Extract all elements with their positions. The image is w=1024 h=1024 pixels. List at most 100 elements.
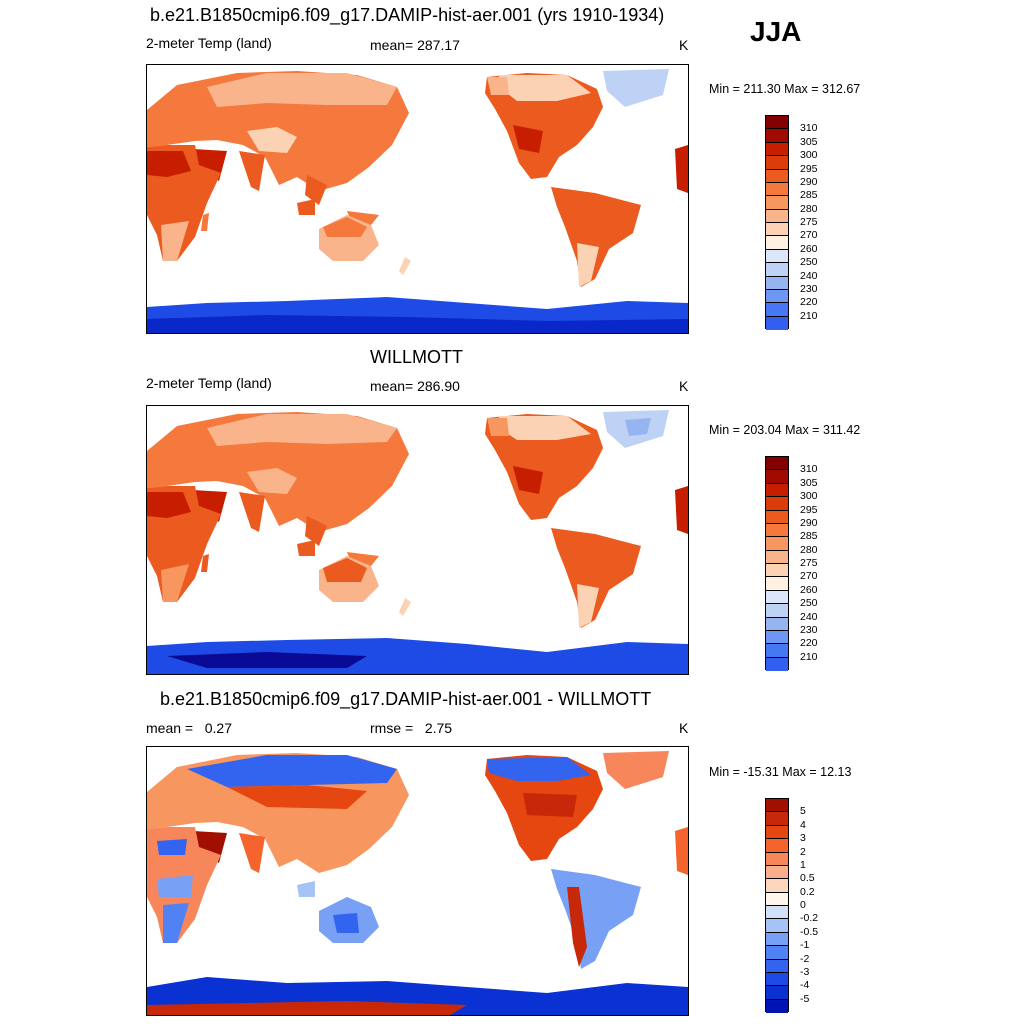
colorbar-segment	[766, 604, 788, 618]
colorbar-segment	[766, 263, 788, 277]
colorbar-tick-label: -0.5	[800, 925, 819, 938]
colorbar-segment	[766, 169, 788, 183]
colorbar-segment	[766, 156, 788, 170]
p2-southamerica	[551, 528, 641, 628]
p2-antarctica-interior	[167, 652, 367, 668]
colorbar-tick-label: 310	[800, 463, 818, 476]
colorbar-tick-label: 270	[800, 229, 818, 242]
p2-tibet	[247, 468, 297, 494]
p2-newzealand	[399, 598, 411, 616]
p2-sahara	[147, 492, 191, 518]
panel1-mean-label: mean= 287.17	[370, 37, 460, 53]
colorbar-tick-label: 285	[800, 530, 818, 543]
colorbar-segment	[766, 959, 788, 973]
colorbar-tick-label: -0.2	[800, 912, 819, 925]
colorbar-tick-label: 295	[800, 162, 818, 175]
colorbar-tick-label: -2	[800, 952, 810, 965]
colorbar-tick-label: -4	[800, 979, 810, 992]
colorbar-tick-label: 210	[800, 650, 818, 663]
colorbar-segment	[766, 470, 788, 484]
p2-northamerica	[485, 414, 603, 520]
season-label: JJA	[750, 16, 802, 47]
p1-newzealand	[399, 257, 411, 275]
colorbar-segment	[766, 289, 788, 304]
panel3-rmse-label: rmse = 2.75	[370, 720, 453, 736]
colorbar-tick-label: 310	[800, 122, 818, 135]
p3-antarctica-red	[147, 1001, 467, 1015]
colorbar-segment	[766, 799, 788, 813]
p2-us-southwest	[513, 466, 543, 494]
colorbar-segment	[766, 617, 788, 631]
panel3-units-label: K	[679, 720, 689, 736]
colorbar-tick-label: 290	[800, 516, 818, 529]
colorbar-segment	[766, 223, 788, 237]
colorbar-tick-label: 280	[800, 543, 818, 556]
panel1-minmax: Min = 211.30 Max = 312.67	[709, 82, 861, 96]
colorbar-segment	[766, 906, 788, 920]
colorbar-tick-label: 270	[800, 570, 818, 583]
colorbar-segment	[766, 129, 788, 143]
colorbar-tick-label: 295	[800, 503, 818, 516]
colorbar-tick-label: 5	[800, 805, 806, 818]
colorbar-tick-label: 275	[800, 216, 818, 228]
colorbar-segment	[766, 537, 788, 551]
p1-antarctica-interior	[147, 315, 688, 333]
p2-west-africa-east	[675, 486, 688, 534]
colorbar-tick-label: 3	[800, 832, 806, 845]
p1-india	[239, 151, 265, 191]
p3-canada-arctic	[487, 757, 591, 781]
colorbar-tick-label: 220	[800, 296, 818, 309]
panel2-title: WILLMOTT	[370, 347, 463, 367]
colorbar-segment	[766, 812, 788, 826]
panel3-title: b.e21.B1850cmip6.f09_g17.DAMIP-hist-aer.…	[160, 689, 652, 709]
colorbar-tick-label: 250	[800, 256, 818, 269]
colorbar-tick-label: 240	[800, 269, 818, 282]
p2-madagascar	[201, 554, 209, 572]
p2-patagonia	[577, 584, 599, 628]
colorbar-segment	[766, 116, 788, 130]
p1-seasia	[305, 175, 327, 205]
colorbar-tick-label: 0	[800, 899, 806, 911]
colorbar-segment	[766, 142, 788, 157]
colorbar-segment	[766, 657, 788, 671]
p1-greenland	[603, 69, 669, 107]
colorbar-segment	[766, 303, 788, 317]
p3-central-africa	[157, 875, 193, 897]
panel1-title: b.e21.B1850cmip6.f09_g17.DAMIP-hist-aer.…	[150, 5, 665, 25]
p3-australia-inner	[333, 913, 359, 933]
panel2-colorbar	[765, 456, 789, 671]
colorbar-tick-label: 230	[800, 282, 818, 295]
colorbar-segment	[766, 523, 788, 538]
colorbar-tick-label: 275	[800, 557, 818, 569]
colorbar-tick-label: 210	[800, 309, 818, 322]
p1-west-africa-east	[675, 145, 688, 193]
p3-siberia-north	[187, 755, 397, 787]
p1-canada-arctic	[499, 75, 591, 101]
colorbar-segment	[766, 497, 788, 511]
p3-southern-africa	[163, 903, 189, 943]
colorbar-tick-label: 260	[800, 242, 818, 255]
colorbar-tick-label: 220	[800, 637, 818, 650]
colorbar-tick-label: 260	[800, 583, 818, 596]
colorbar-segment	[766, 483, 788, 498]
colorbar-segment	[766, 182, 788, 197]
panel1-variable-label: 2-meter Temp (land)	[146, 35, 272, 51]
colorbar-segment	[766, 236, 788, 250]
p2-australia-north	[323, 558, 367, 582]
colorbar-segment	[766, 550, 788, 564]
panel1-units-label: K	[679, 37, 689, 53]
colorbar-tick-label: 305	[800, 135, 818, 148]
p2-canada-arctic	[499, 416, 591, 440]
colorbar-segment	[766, 879, 788, 893]
colorbar-segment	[766, 196, 788, 210]
colorbar-segment	[766, 316, 788, 330]
colorbar-segment	[766, 852, 788, 866]
colorbar-tick-label: -1	[800, 939, 810, 952]
colorbar-segment	[766, 564, 788, 578]
colorbar-segment	[766, 919, 788, 933]
p1-us-southwest	[513, 125, 543, 153]
panel3-colorbar	[765, 798, 789, 1013]
colorbar-tick-label: 2	[800, 845, 806, 858]
colorbar-tick-label: 1	[800, 858, 806, 871]
p1-southern-africa	[161, 221, 189, 261]
